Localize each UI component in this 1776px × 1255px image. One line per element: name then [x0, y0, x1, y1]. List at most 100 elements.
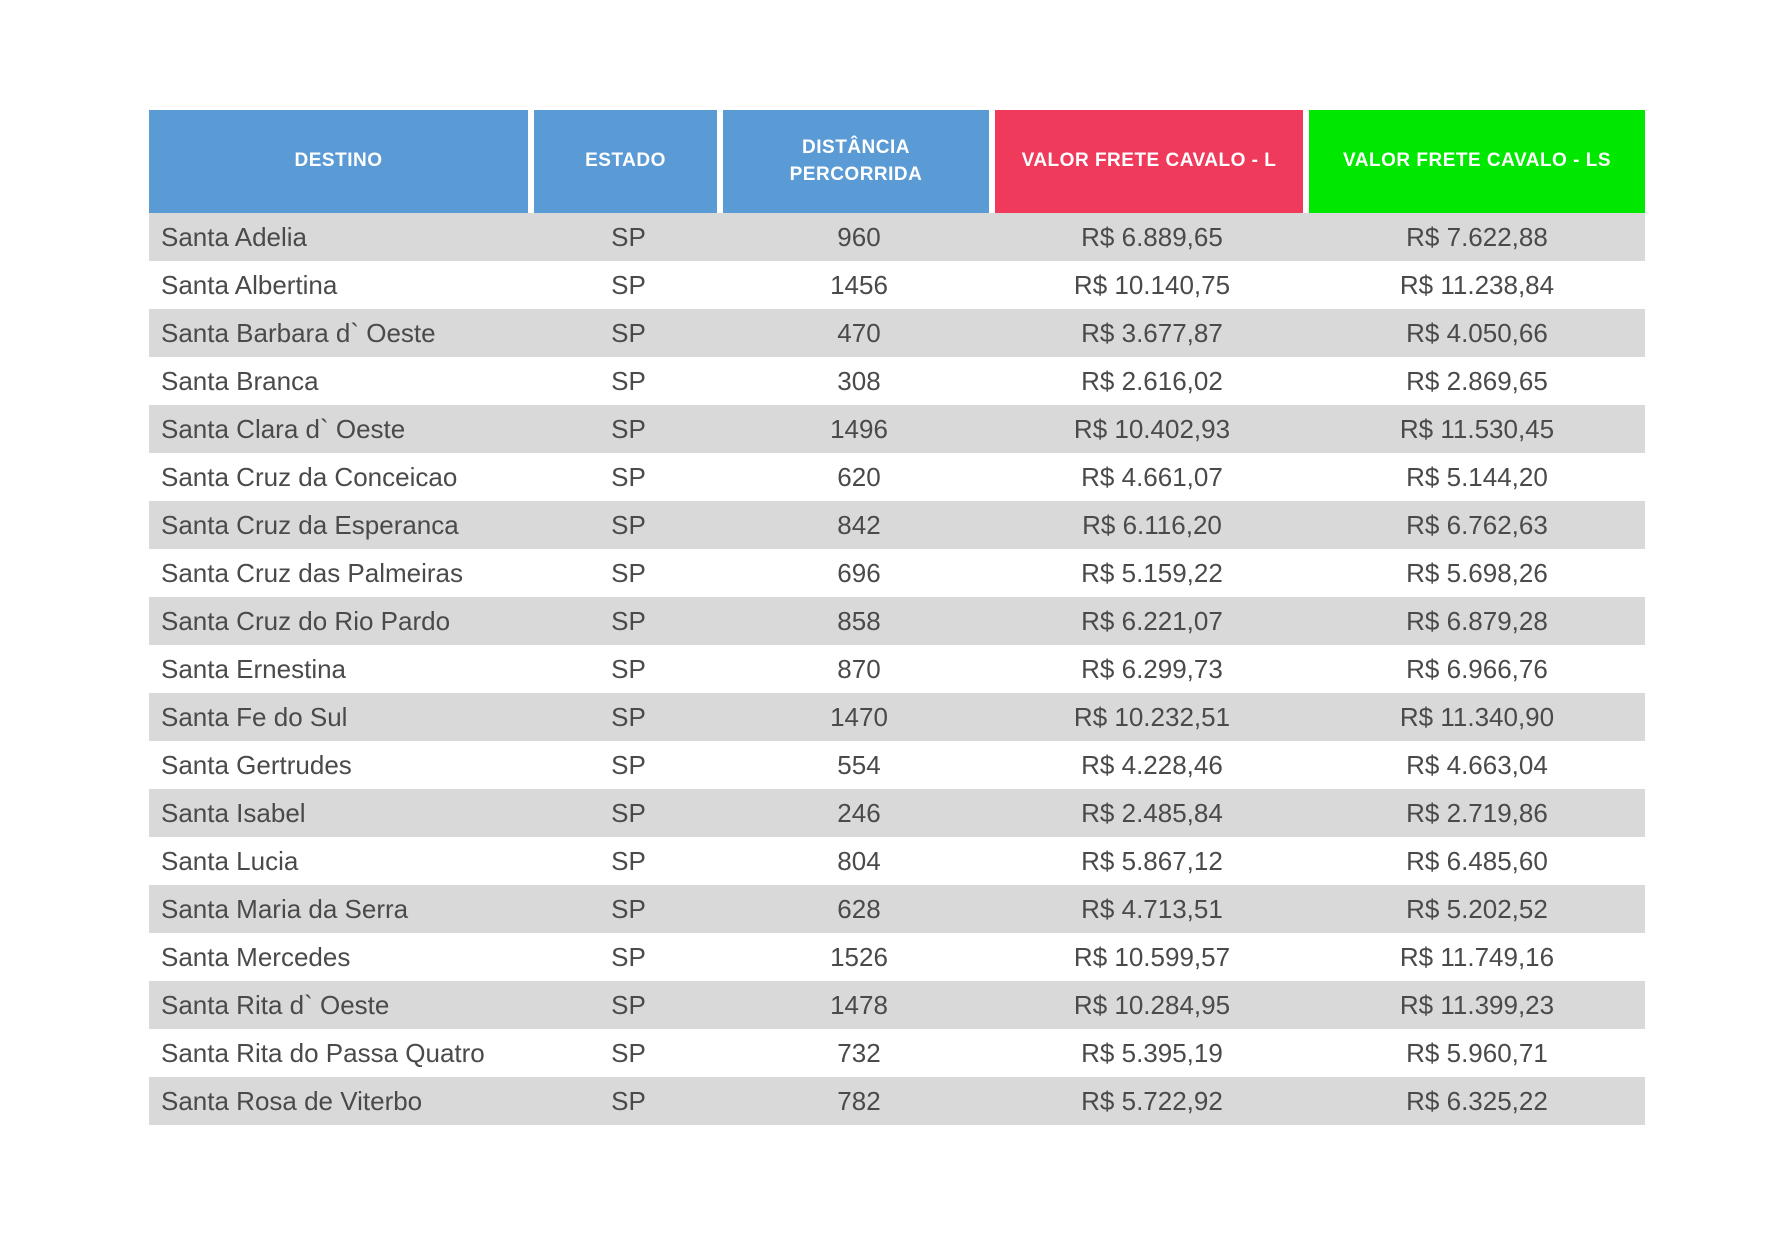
cell-valor-frete-cavalo-l: R$ 5.395,19	[1081, 1037, 1223, 1068]
cell-distancia-percorrida: 470	[837, 317, 881, 348]
cell-destino: Santa Barbara d` Oeste	[161, 317, 436, 348]
table-row: Santa Cruz da Esperanca SP 842 R$ 6.116,…	[149, 501, 1645, 549]
cell-valor-frete-cavalo-l: R$ 5.159,22	[1081, 557, 1223, 588]
cell-estado: SP	[611, 605, 646, 636]
header-cell-valor-frete-cavalo-l: VALOR FRETE CAVALO - L	[995, 110, 1309, 213]
cell-destino: Santa Cruz da Esperanca	[161, 509, 459, 540]
table-row: Santa Gertrudes SP 554 R$ 4.228,46 R$ 4.…	[149, 741, 1645, 789]
cell-estado: SP	[611, 1085, 646, 1116]
table-row: Santa Branca SP 308 R$ 2.616,02 R$ 2.869…	[149, 357, 1645, 405]
cell-valor-frete-cavalo-ls: R$ 11.749,16	[1399, 941, 1555, 972]
header-label-distancia-percorrida: DISTÂNCIA PERCORRIDA	[723, 110, 989, 213]
cell-valor-frete-cavalo-l: R$ 4.228,46	[1081, 749, 1223, 780]
cell-valor-frete-cavalo-ls: R$ 11.399,23	[1399, 989, 1555, 1020]
cell-estado: SP	[611, 461, 646, 492]
cell-valor-frete-cavalo-l: R$ 2.485,84	[1081, 797, 1223, 828]
cell-distancia-percorrida: 1470	[830, 701, 888, 732]
cell-distancia-percorrida: 842	[837, 509, 881, 540]
header-label-valor-frete-cavalo-ls: VALOR FRETE CAVALO - LS	[1309, 110, 1645, 213]
cell-valor-frete-cavalo-ls: R$ 4.050,66	[1406, 317, 1548, 348]
cell-destino: Santa Cruz do Rio Pardo	[161, 605, 451, 636]
cell-estado: SP	[611, 653, 646, 684]
table-row: Santa Ernestina SP 870 R$ 6.299,73 R$ 6.…	[149, 645, 1645, 693]
table-body: Santa Adelia SP 960 R$ 6.889,65 R$ 7.622…	[149, 213, 1645, 1125]
cell-estado: SP	[611, 221, 646, 252]
cell-estado: SP	[611, 989, 646, 1020]
cell-valor-frete-cavalo-l: R$ 4.713,51	[1081, 893, 1223, 924]
cell-valor-frete-cavalo-ls: R$ 5.144,20	[1406, 461, 1548, 492]
table-row: Santa Rita do Passa Quatro SP 732 R$ 5.3…	[149, 1029, 1645, 1077]
cell-destino: Santa Clara d` Oeste	[161, 413, 406, 444]
cell-estado: SP	[611, 797, 646, 828]
cell-distancia-percorrida: 1456	[830, 269, 888, 300]
cell-estado: SP	[611, 845, 646, 876]
header-cell-destino: DESTINO	[149, 110, 534, 213]
cell-destino: Santa Cruz da Conceicao	[161, 461, 458, 492]
cell-valor-frete-cavalo-ls: R$ 11.238,84	[1399, 269, 1555, 300]
header-label-valor-frete-cavalo-l: VALOR FRETE CAVALO - L	[995, 110, 1303, 213]
cell-estado: SP	[611, 509, 646, 540]
cell-valor-frete-cavalo-ls: R$ 6.485,60	[1406, 845, 1548, 876]
cell-valor-frete-cavalo-l: R$ 2.616,02	[1081, 365, 1223, 396]
cell-valor-frete-cavalo-ls: R$ 6.325,22	[1406, 1085, 1548, 1116]
table-row: Santa Rosa de Viterbo SP 782 R$ 5.722,92…	[149, 1077, 1645, 1125]
cell-estado: SP	[611, 749, 646, 780]
header-label-destino: DESTINO	[149, 110, 528, 213]
cell-distancia-percorrida: 1478	[830, 989, 888, 1020]
cell-valor-frete-cavalo-ls: R$ 5.698,26	[1406, 557, 1548, 588]
cell-distancia-percorrida: 858	[837, 605, 881, 636]
cell-estado: SP	[611, 701, 646, 732]
cell-distancia-percorrida: 732	[837, 1037, 881, 1068]
cell-distancia-percorrida: 696	[837, 557, 881, 588]
cell-destino: Santa Albertina	[161, 269, 338, 300]
cell-destino: Santa Rita d` Oeste	[161, 989, 390, 1020]
cell-distancia-percorrida: 246	[837, 797, 881, 828]
cell-estado: SP	[611, 365, 646, 396]
cell-valor-frete-cavalo-ls: R$ 2.869,65	[1406, 365, 1548, 396]
freight-table: DESTINO ESTADO DISTÂNCIA PERCORRIDA VALO…	[149, 110, 1645, 1125]
cell-destino: Santa Gertrudes	[161, 749, 352, 780]
cell-distancia-percorrida: 554	[837, 749, 881, 780]
table-row: Santa Cruz do Rio Pardo SP 858 R$ 6.221,…	[149, 597, 1645, 645]
cell-valor-frete-cavalo-ls: R$ 6.966,76	[1406, 653, 1548, 684]
table-row: Santa Lucia SP 804 R$ 5.867,12 R$ 6.485,…	[149, 837, 1645, 885]
cell-valor-frete-cavalo-ls: R$ 11.340,90	[1399, 701, 1555, 732]
cell-valor-frete-cavalo-ls: R$ 4.663,04	[1406, 749, 1548, 780]
cell-estado: SP	[611, 413, 646, 444]
cell-destino: Santa Cruz das Palmeiras	[161, 557, 464, 588]
cell-valor-frete-cavalo-l: R$ 5.867,12	[1081, 845, 1223, 876]
cell-valor-frete-cavalo-ls: R$ 6.762,63	[1406, 509, 1548, 540]
table-row: Santa Rita d` Oeste SP 1478 R$ 10.284,95…	[149, 981, 1645, 1029]
cell-valor-frete-cavalo-l: R$ 3.677,87	[1081, 317, 1223, 348]
cell-valor-frete-cavalo-l: R$ 10.232,51	[1073, 701, 1231, 732]
cell-distancia-percorrida: 960	[837, 221, 881, 252]
cell-destino: Santa Mercedes	[161, 941, 351, 972]
cell-estado: SP	[611, 893, 646, 924]
header-cell-distancia-percorrida: DISTÂNCIA PERCORRIDA	[723, 110, 995, 213]
cell-estado: SP	[611, 1037, 646, 1068]
header-cell-valor-frete-cavalo-ls: VALOR FRETE CAVALO - LS	[1309, 110, 1645, 213]
cell-valor-frete-cavalo-ls: R$ 5.202,52	[1406, 893, 1548, 924]
table-row: Santa Maria da Serra SP 628 R$ 4.713,51 …	[149, 885, 1645, 933]
header-cell-estado: ESTADO	[534, 110, 723, 213]
cell-destino: Santa Adelia	[161, 221, 308, 252]
cell-destino: Santa Maria da Serra	[161, 893, 409, 924]
cell-valor-frete-cavalo-ls: R$ 11.530,45	[1399, 413, 1555, 444]
table-row: Santa Fe do Sul SP 1470 R$ 10.232,51 R$ …	[149, 693, 1645, 741]
cell-valor-frete-cavalo-ls: R$ 2.719,86	[1406, 797, 1548, 828]
cell-valor-frete-cavalo-l: R$ 6.299,73	[1081, 653, 1223, 684]
cell-destino: Santa Fe do Sul	[161, 701, 348, 732]
cell-distancia-percorrida: 1526	[830, 941, 888, 972]
cell-valor-frete-cavalo-ls: R$ 6.879,28	[1406, 605, 1548, 636]
cell-distancia-percorrida: 804	[837, 845, 881, 876]
cell-distancia-percorrida: 870	[837, 653, 881, 684]
table-header-row: DESTINO ESTADO DISTÂNCIA PERCORRIDA VALO…	[149, 110, 1645, 213]
header-label-estado: ESTADO	[534, 110, 717, 213]
cell-destino: Santa Isabel	[161, 797, 306, 828]
cell-distancia-percorrida: 1496	[830, 413, 888, 444]
cell-valor-frete-cavalo-ls: R$ 5.960,71	[1406, 1037, 1548, 1068]
cell-valor-frete-cavalo-l: R$ 6.116,20	[1082, 509, 1222, 540]
cell-destino: Santa Ernestina	[161, 653, 347, 684]
table-row: Santa Albertina SP 1456 R$ 10.140,75 R$ …	[149, 261, 1645, 309]
